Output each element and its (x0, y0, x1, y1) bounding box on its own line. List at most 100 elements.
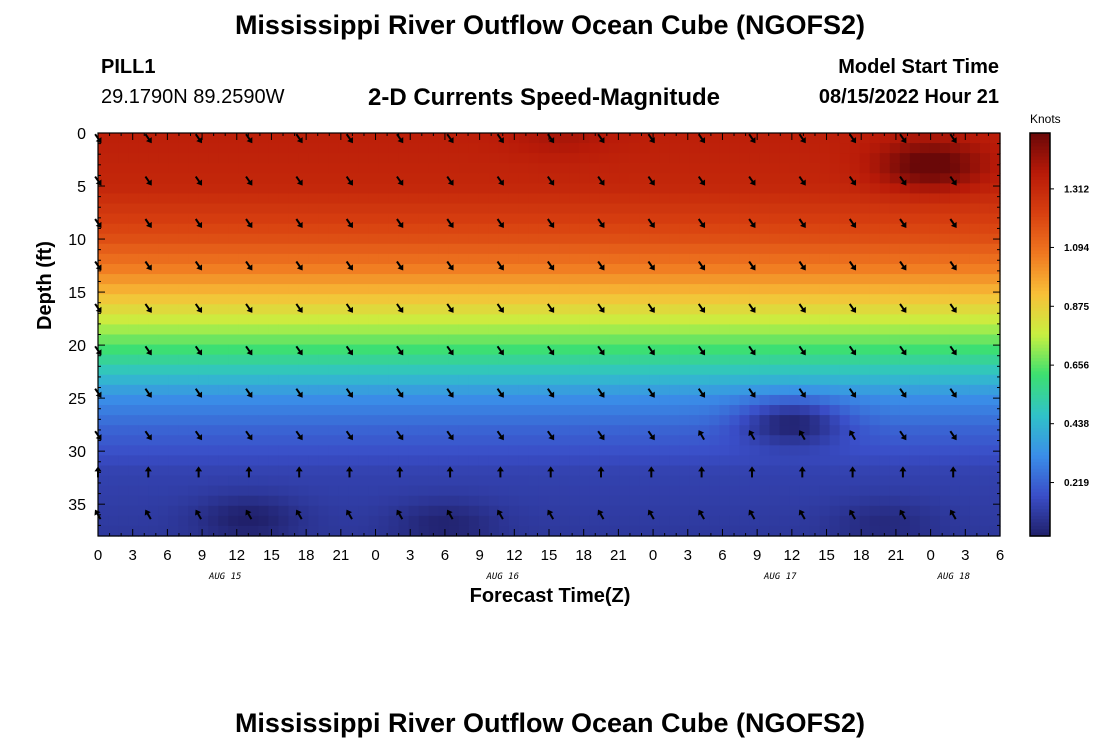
heatmap-cell (148, 153, 159, 164)
heatmap-cell (408, 465, 420, 477)
heatmap-cell (709, 394, 720, 406)
heatmap-cell (258, 274, 269, 285)
heatmap-cell (629, 485, 640, 497)
heatmap-cell (368, 193, 380, 205)
heatmap-cell (488, 485, 500, 497)
heatmap-cell (158, 324, 169, 336)
heatmap-cell (649, 223, 660, 235)
heatmap-cell (729, 465, 741, 477)
current-vector-arrow (496, 260, 504, 271)
heatmap-cell (759, 415, 771, 426)
heatmap-cell (549, 213, 560, 225)
heatmap-cell (909, 304, 921, 315)
heatmap-cell (749, 243, 761, 255)
heatmap-cell (418, 465, 430, 477)
heatmap-cell (338, 525, 350, 537)
heatmap-cell (919, 324, 931, 336)
heatmap-cell (528, 354, 540, 366)
heatmap-cell (368, 253, 380, 265)
heatmap-cell (388, 274, 400, 285)
current-vector-arrow (295, 260, 303, 271)
heatmap-cell (128, 203, 139, 215)
heatmap-cell (959, 213, 971, 225)
heatmap-cell (929, 183, 941, 195)
heatmap-cell (909, 374, 921, 386)
heatmap-cell (278, 304, 290, 315)
heatmap-cell (719, 485, 730, 497)
heatmap-cell (689, 394, 700, 406)
heatmap-cell (138, 223, 149, 235)
heatmap-cell (829, 203, 841, 215)
heatmap-cell (418, 364, 430, 376)
heatmap-cell (879, 515, 891, 527)
heatmap-cell (639, 133, 650, 144)
heatmap-cell (709, 143, 720, 154)
current-vector-arrow (647, 303, 655, 313)
heatmap-cell (428, 525, 440, 537)
heatmap-cell (989, 344, 1001, 356)
heatmap-cell (769, 274, 781, 285)
heatmap-cell (669, 263, 680, 275)
heatmap-cell (148, 354, 159, 366)
heatmap-cell (98, 324, 109, 336)
heatmap-cell (739, 505, 751, 517)
heatmap-cell (839, 515, 851, 527)
heatmap-cell (739, 394, 751, 406)
heatmap-cell (949, 223, 961, 235)
heatmap-cell (739, 485, 751, 497)
colorbar-segment (1030, 337, 1050, 342)
heatmap-cell (148, 415, 159, 426)
heatmap-cell (569, 445, 580, 456)
heatmap-cell (268, 465, 279, 477)
heatmap-cell (258, 203, 269, 215)
heatmap-cell (258, 243, 269, 255)
heatmap-cell (669, 455, 680, 467)
heatmap-cell (949, 284, 961, 295)
heatmap-cell (639, 193, 650, 205)
heatmap-cell (468, 284, 480, 295)
heatmap-cell (899, 525, 911, 537)
heatmap-cell (238, 203, 249, 215)
heatmap-cell (138, 253, 149, 265)
heatmap-cell (799, 455, 811, 467)
heatmap-cell (599, 253, 610, 265)
heatmap-cell (919, 425, 931, 436)
heatmap-cell (428, 173, 440, 184)
colorbar-segment (1030, 418, 1050, 423)
heatmap-cell (909, 284, 921, 295)
heatmap-cell (308, 354, 320, 366)
heatmap-cell (148, 173, 159, 184)
heatmap-cell (859, 475, 871, 487)
heatmap-cell (178, 384, 189, 396)
heatmap-cell (589, 263, 600, 275)
heatmap-cell (248, 525, 259, 537)
heatmap-cell (639, 455, 650, 467)
heatmap-cell (839, 294, 851, 305)
heatmap-cell (108, 183, 119, 195)
heatmap-cell (128, 344, 139, 356)
heatmap-cell (188, 143, 199, 154)
heatmap-cell (979, 263, 991, 275)
current-vector-arrow (547, 345, 555, 356)
heatmap-cell (498, 304, 510, 315)
heatmap-cell (488, 435, 500, 446)
heatmap-cell (108, 153, 119, 164)
current-vector-arrow (597, 509, 605, 520)
heatmap-cell (368, 415, 380, 426)
heatmap-cell (208, 465, 219, 477)
heatmap-cell (388, 344, 400, 356)
heatmap-cell (518, 153, 530, 164)
heatmap-cell (859, 294, 871, 305)
heatmap-cell (128, 304, 139, 315)
heatmap-cell (378, 485, 390, 497)
heatmap-cell (829, 495, 841, 507)
heatmap-cell (468, 163, 480, 174)
heatmap-cell (909, 183, 921, 195)
heatmap-cell (909, 455, 921, 467)
heatmap-cell (338, 394, 350, 406)
heatmap-cell (719, 505, 730, 517)
heatmap-cell (689, 384, 700, 396)
heatmap-cell (498, 223, 510, 235)
heatmap-cell (228, 133, 239, 144)
heatmap-cell (178, 445, 189, 456)
